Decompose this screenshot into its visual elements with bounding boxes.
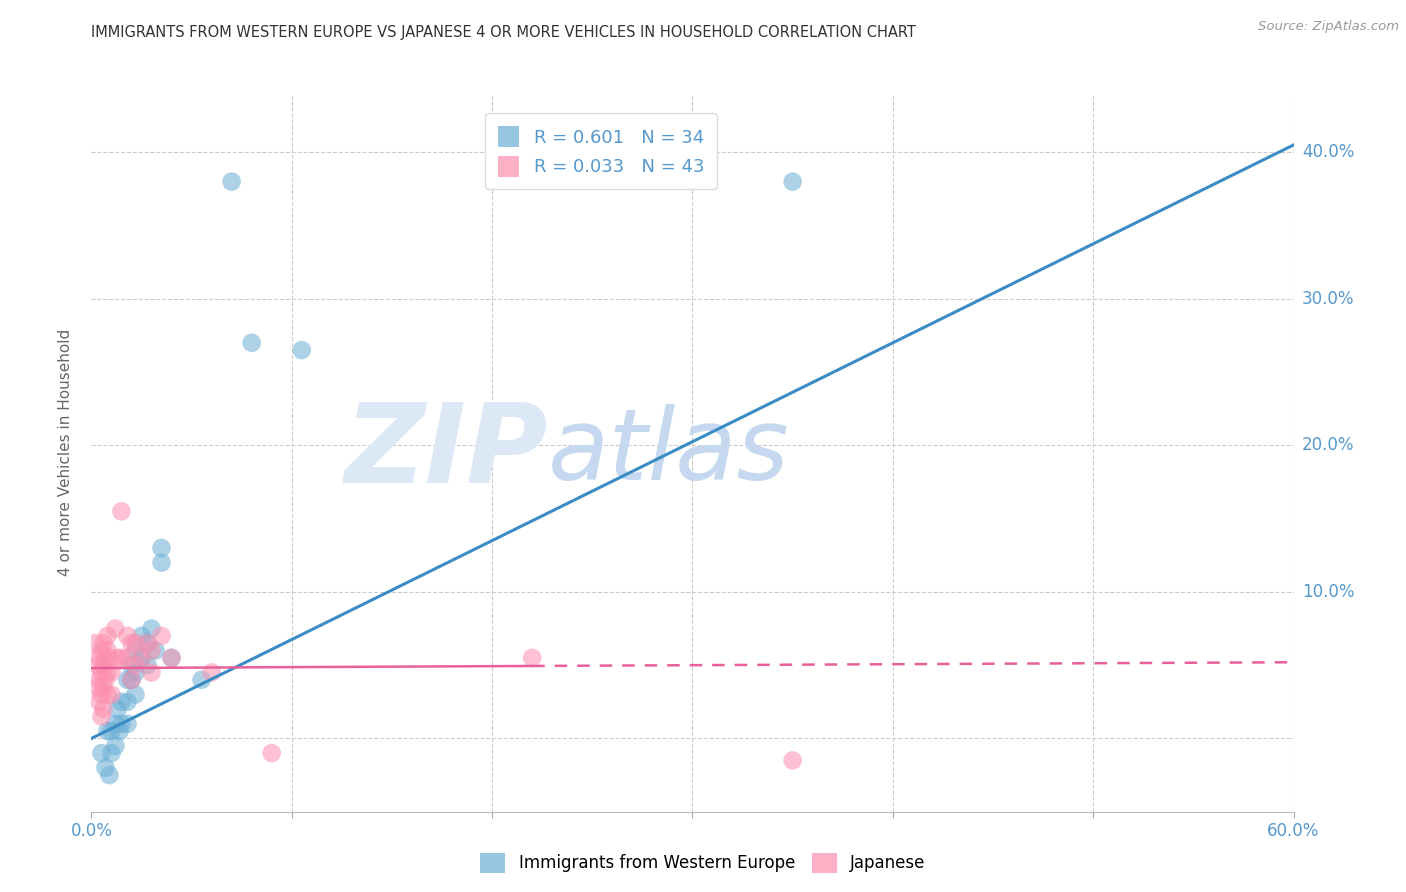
Point bbox=[131, 629, 153, 643]
Point bbox=[141, 643, 163, 657]
Y-axis label: 4 or more Vehicles in Household: 4 or more Vehicles in Household bbox=[58, 329, 73, 576]
Point bbox=[124, 636, 146, 650]
Point bbox=[89, 651, 111, 665]
Point bbox=[96, 629, 118, 643]
Point bbox=[94, 673, 117, 687]
Point bbox=[136, 658, 159, 673]
Legend: R = 0.601   N = 34, R = 0.033   N = 43: R = 0.601 N = 34, R = 0.033 N = 43 bbox=[485, 113, 717, 189]
Point bbox=[160, 651, 183, 665]
Point bbox=[96, 665, 118, 680]
Point bbox=[104, 716, 127, 731]
Point bbox=[108, 724, 131, 739]
Point bbox=[117, 651, 139, 665]
Point bbox=[121, 658, 143, 673]
Point bbox=[150, 556, 173, 570]
Point bbox=[117, 673, 139, 687]
Point bbox=[86, 680, 108, 694]
Point bbox=[124, 665, 146, 680]
Point bbox=[96, 688, 118, 702]
Point bbox=[141, 622, 163, 636]
Point bbox=[160, 651, 183, 665]
Point bbox=[124, 658, 146, 673]
Point bbox=[94, 761, 117, 775]
Text: 10.0%: 10.0% bbox=[1302, 582, 1354, 601]
Point bbox=[110, 695, 132, 709]
Point bbox=[100, 688, 122, 702]
Point bbox=[84, 636, 107, 650]
Point bbox=[136, 636, 159, 650]
Point bbox=[121, 636, 143, 650]
Point bbox=[94, 651, 117, 665]
Point bbox=[110, 716, 132, 731]
Point bbox=[96, 643, 118, 657]
Point bbox=[90, 746, 112, 760]
Point bbox=[98, 651, 121, 665]
Point bbox=[221, 175, 243, 189]
Point bbox=[86, 658, 108, 673]
Point bbox=[522, 651, 544, 665]
Point bbox=[136, 636, 159, 650]
Point bbox=[782, 175, 804, 189]
Point bbox=[124, 688, 146, 702]
Text: 40.0%: 40.0% bbox=[1302, 144, 1354, 161]
Point bbox=[150, 541, 173, 555]
Point bbox=[104, 622, 127, 636]
Point bbox=[190, 673, 212, 687]
Point bbox=[121, 673, 143, 687]
Point bbox=[96, 724, 118, 739]
Point bbox=[240, 335, 263, 350]
Text: IMMIGRANTS FROM WESTERN EUROPE VS JAPANESE 4 OR MORE VEHICLES IN HOUSEHOLD CORRE: IMMIGRANTS FROM WESTERN EUROPE VS JAPANE… bbox=[91, 25, 917, 40]
Point bbox=[93, 702, 115, 716]
Point bbox=[110, 504, 132, 518]
Text: Source: ZipAtlas.com: Source: ZipAtlas.com bbox=[1258, 20, 1399, 33]
Legend: Immigrants from Western Europe, Japanese: Immigrants from Western Europe, Japanese bbox=[474, 847, 932, 880]
Point bbox=[89, 673, 111, 687]
Point bbox=[117, 695, 139, 709]
Point bbox=[201, 665, 224, 680]
Point bbox=[100, 746, 122, 760]
Point bbox=[100, 665, 122, 680]
Point bbox=[93, 636, 115, 650]
Point bbox=[104, 739, 127, 753]
Point bbox=[117, 716, 139, 731]
Point bbox=[90, 665, 112, 680]
Point bbox=[89, 695, 111, 709]
Text: 20.0%: 20.0% bbox=[1302, 436, 1354, 454]
Text: 30.0%: 30.0% bbox=[1302, 290, 1354, 308]
Point bbox=[107, 651, 129, 665]
Point bbox=[90, 709, 112, 723]
Point bbox=[121, 673, 143, 687]
Point bbox=[110, 651, 132, 665]
Point bbox=[145, 643, 167, 657]
Point bbox=[131, 651, 153, 665]
Point bbox=[141, 665, 163, 680]
Point bbox=[93, 680, 115, 694]
Point bbox=[93, 658, 115, 673]
Point bbox=[782, 753, 804, 767]
Point bbox=[100, 724, 122, 739]
Point bbox=[107, 702, 129, 716]
Text: atlas: atlas bbox=[548, 404, 790, 501]
Point bbox=[150, 629, 173, 643]
Point bbox=[117, 629, 139, 643]
Point bbox=[131, 651, 153, 665]
Point bbox=[90, 688, 112, 702]
Text: ZIP: ZIP bbox=[344, 400, 548, 506]
Point bbox=[291, 343, 314, 357]
Point bbox=[90, 643, 112, 657]
Point bbox=[98, 768, 121, 782]
Point bbox=[124, 643, 146, 657]
Point bbox=[260, 746, 283, 760]
